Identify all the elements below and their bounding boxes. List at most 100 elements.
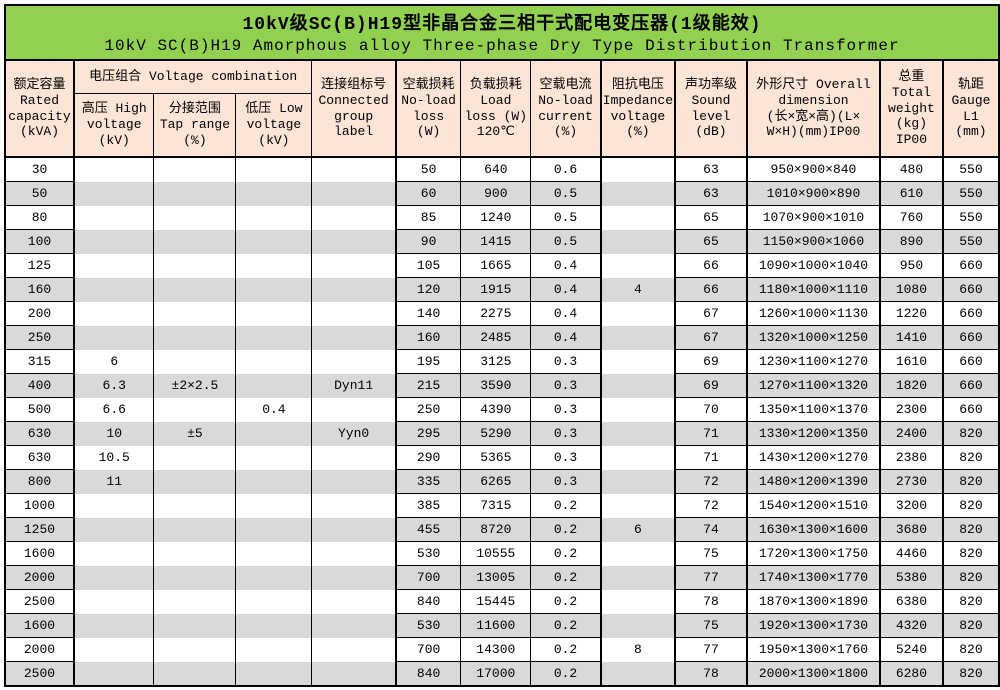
cell: 2300 — [879, 397, 944, 422]
cell: 900 — [460, 181, 532, 206]
cell — [153, 277, 237, 302]
header-tap-range: 分接范围 Tap range (%) — [153, 93, 237, 158]
cell — [600, 565, 677, 590]
cell: 160 — [4, 277, 75, 302]
cell — [311, 156, 397, 182]
cell: 1070×900×1010 — [746, 205, 881, 230]
cell — [600, 661, 677, 686]
cell — [235, 661, 313, 686]
cell — [235, 349, 313, 374]
cell: 800 — [4, 469, 75, 494]
header-sound-level: 声功率级 Sound level (dB) — [674, 59, 748, 158]
cell — [600, 469, 677, 494]
table-row: 315 6 195 3125 0.3 69 1230×1100×1270 1610 660 — [4, 349, 1000, 374]
table-row: 1600 530 11600 0.2 75 1920×1300×1730 4320 820 — [4, 613, 1000, 638]
cell: 2380 — [879, 445, 944, 470]
cell: 1915 — [460, 277, 532, 302]
cell: 67 — [674, 325, 748, 350]
cell: 60 — [395, 181, 462, 206]
cell: 820 — [942, 493, 1000, 518]
cell — [311, 277, 397, 302]
cell: 4320 — [879, 613, 944, 638]
cell — [311, 661, 397, 686]
cell: ±5 — [153, 421, 237, 446]
cell: 290 — [395, 445, 462, 470]
cell — [311, 181, 397, 206]
cell — [311, 637, 397, 662]
cell: 1010×900×890 — [746, 181, 881, 206]
table-row: 100 90 1415 0.5 65 1150×900×1060 890 550 — [4, 229, 1000, 254]
table-row: 630 10 ±5 Yyn0 295 5290 0.3 71 1330×1200×1350 240… — [4, 421, 1000, 446]
cell: 78 — [674, 661, 748, 687]
cell — [153, 156, 237, 182]
cell: 0.4 — [530, 253, 602, 278]
cell — [153, 613, 237, 638]
table-row: 2500 840 15445 0.2 78 1870×1300×1890 6380 820 — [4, 589, 1000, 614]
cell: 4460 — [879, 541, 944, 566]
cell — [73, 277, 155, 302]
cell — [235, 325, 313, 350]
cell: 550 — [942, 181, 1000, 206]
cell: 2485 — [460, 325, 532, 350]
cell: 760 — [879, 205, 944, 230]
cell: 1610 — [879, 349, 944, 374]
cell — [600, 253, 677, 278]
cell: 530 — [395, 541, 462, 566]
cell — [153, 469, 237, 494]
cell: 77 — [674, 637, 748, 662]
cell — [235, 445, 313, 470]
cell: 1920×1300×1730 — [746, 613, 881, 638]
cell: 0.4 — [530, 325, 602, 350]
cell — [153, 301, 237, 326]
header-rated-capacity: 额定容量 Rated capacity (kVA) — [4, 59, 75, 158]
cell: 1330×1200×1350 — [746, 421, 881, 446]
cell: 890 — [879, 229, 944, 254]
header-total-weight: 总重 Total weight (kg) IP00 — [879, 59, 944, 158]
cell: 1320×1000×1250 — [746, 325, 881, 350]
cell: Dyn11 — [311, 373, 397, 398]
cell — [600, 613, 677, 638]
cell: 0.4 — [235, 397, 313, 422]
table-row: 1250 455 8720 0.2 6 74 1630×1300×1600 3680 820 — [4, 517, 1000, 542]
cell: 950 — [879, 253, 944, 278]
cell: 72 — [674, 469, 748, 494]
cell: 820 — [942, 541, 1000, 566]
cell — [153, 637, 237, 662]
cell: 315 — [4, 349, 75, 374]
header-load-loss: 负载损耗 Load loss (W) 120℃ — [460, 59, 532, 158]
cell: 0.5 — [530, 205, 602, 230]
cell: 1630×1300×1600 — [746, 517, 881, 542]
cell: 10.5 — [73, 445, 155, 470]
cell: 71 — [674, 445, 748, 470]
cell: Yyn0 — [311, 421, 397, 446]
table-row: 630 10.5 290 5365 0.3 71 1430×1200×1270 2380 820 — [4, 445, 1000, 470]
cell — [600, 325, 677, 350]
cell: 1665 — [460, 253, 532, 278]
cell — [73, 325, 155, 350]
table-row: 50 60 900 0.5 63 1010×900×890 610 550 — [4, 181, 1000, 206]
cell: 0.2 — [530, 541, 602, 566]
cell: 6265 — [460, 469, 532, 494]
header-connected-group: 连接组标号 Connected group label — [311, 59, 397, 158]
cell — [153, 565, 237, 590]
cell: 0.2 — [530, 565, 602, 590]
cell: 5240 — [879, 637, 944, 662]
cell: 1240 — [460, 205, 532, 230]
table-row: 1000 385 7315 0.2 72 1540×1200×1510 3200 820 — [4, 493, 1000, 518]
cell — [73, 565, 155, 590]
cell: 3125 — [460, 349, 532, 374]
cell: 3590 — [460, 373, 532, 398]
cell: 630 — [4, 421, 75, 446]
cell: 6 — [73, 349, 155, 374]
cell: 660 — [942, 301, 1000, 326]
cell — [235, 517, 313, 542]
cell: 335 — [395, 469, 462, 494]
cell — [73, 229, 155, 254]
cell: 11 — [73, 469, 155, 494]
cell: 1540×1200×1510 — [746, 493, 881, 518]
cell: 90 — [395, 229, 462, 254]
table-title-en: 10kV SC(B)H19 Amorphous alloy Three-phas… — [104, 37, 900, 55]
cell: 1870×1300×1890 — [746, 589, 881, 614]
cell: 1740×1300×1770 — [746, 565, 881, 590]
cell: 550 — [942, 229, 1000, 254]
